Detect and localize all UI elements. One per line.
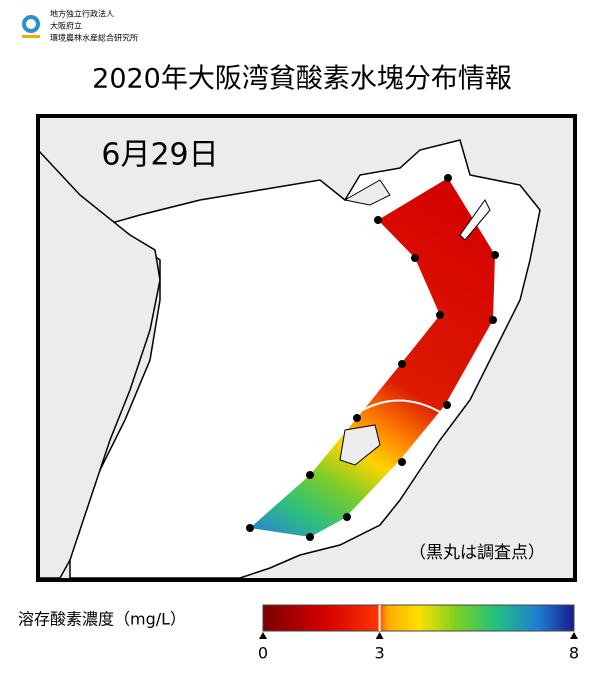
org-line: 環境農林水産総合研究所 [50, 33, 138, 43]
landfill [339, 424, 381, 466]
tick-mark [259, 632, 267, 639]
survey-points [246, 174, 499, 541]
do-field [250, 178, 495, 537]
org-line: 地方独立行政法人 [50, 9, 114, 19]
tick-label: 3 [375, 644, 385, 663]
tick-label: 0 [258, 644, 268, 663]
tick-mark [375, 632, 384, 639]
map: 6月29日 （黒丸は調査点） [36, 114, 577, 582]
landfill [459, 199, 491, 241]
title: 2020年大阪湾貧酸素水塊分布情報 [92, 64, 512, 95]
org-line: 大阪府立 [50, 21, 82, 31]
colorbar [262, 604, 575, 632]
date: 6月29日 [101, 138, 218, 173]
port-land [343, 179, 391, 206]
tick-label: 8 [569, 644, 579, 663]
note: （黒丸は調査点） [409, 543, 545, 563]
do-3-contour [362, 399, 441, 413]
legend-label: 溶存酸素濃度（mg/L） [18, 610, 186, 629]
logo [22, 15, 40, 38]
tick-mark [570, 632, 578, 639]
